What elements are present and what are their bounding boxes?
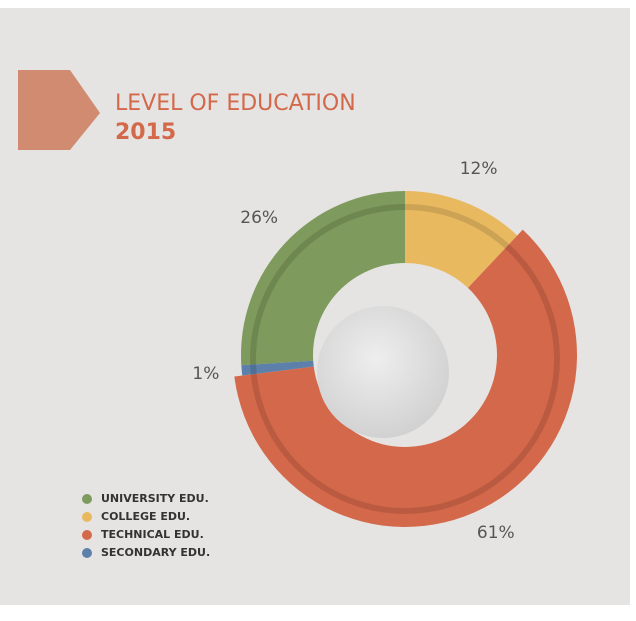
legend-marker	[82, 512, 92, 522]
donut-segment	[405, 191, 518, 288]
data-label: 61%	[477, 523, 515, 543]
legend-marker	[82, 548, 92, 558]
inner-shadow	[250, 204, 560, 514]
legend-label: UNIVERSITY EDU.	[101, 492, 209, 505]
legend-label: COLLEGE EDU.	[101, 510, 190, 523]
data-label: 1%	[192, 364, 219, 384]
chart-subtitle: 2015	[115, 120, 176, 145]
donut-hole	[317, 306, 449, 438]
donut-segment	[241, 360, 314, 376]
legend-label: SECONDARY EDU.	[101, 546, 210, 559]
legend: UNIVERSITY EDU. COLLEGE EDU. TECHNICAL EDU…	[82, 492, 210, 559]
donut	[234, 191, 578, 527]
header-tab	[18, 70, 100, 150]
data-label: 12%	[460, 159, 498, 179]
legend-marker	[82, 530, 92, 540]
data-label: 26%	[240, 208, 278, 228]
legend-marker	[82, 494, 92, 504]
chart-title: LEVEL OF EDUCATION	[115, 91, 356, 116]
donut-segment	[234, 229, 578, 527]
legend-label: TECHNICAL EDU.	[101, 528, 204, 541]
donut-segment	[241, 191, 405, 366]
